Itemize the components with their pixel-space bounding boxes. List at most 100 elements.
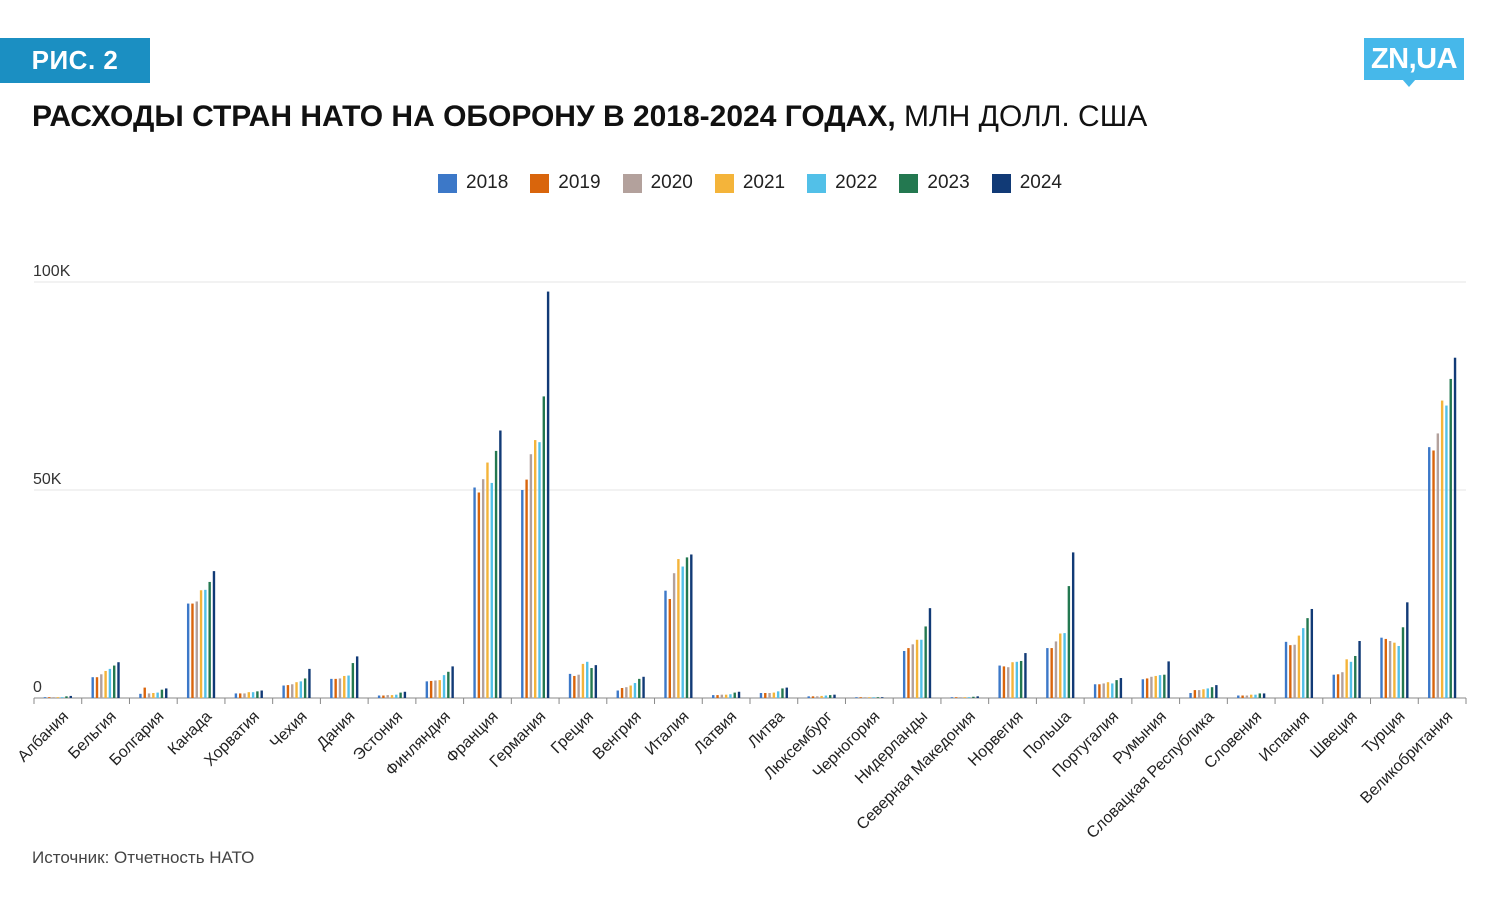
source-note: Источник: Отчетность НАТО [32, 848, 255, 867]
bar-2018 [950, 697, 954, 698]
legend-item-2020[interactable]: 2020 [622, 172, 693, 194]
bar-2023 [1258, 693, 1261, 698]
bar-2019 [525, 479, 528, 698]
legend-label: 2019 [558, 172, 601, 193]
bar-2022 [60, 697, 64, 698]
bar-2021 [629, 685, 632, 698]
bar-2018 [282, 685, 285, 698]
legend-item-2024[interactable]: 2024 [991, 172, 1062, 194]
bar-2019 [716, 695, 719, 698]
bar-2024 [165, 688, 168, 698]
bar-2024 [785, 687, 788, 698]
bar-2018 [712, 695, 715, 698]
bar-2021 [295, 682, 298, 698]
legend-swatch [622, 173, 642, 193]
bar-2024 [1071, 552, 1075, 698]
bar-2020 [100, 674, 103, 698]
bar-2023 [494, 450, 498, 698]
y-tick-label: 50K [33, 471, 62, 488]
bar-2021 [390, 695, 394, 698]
bar-2021 [152, 693, 155, 698]
bar-2023 [160, 689, 164, 698]
bar-2019 [573, 675, 576, 698]
bar-2018 [473, 487, 476, 698]
bar-2020 [1245, 695, 1249, 698]
bar-2022 [967, 697, 971, 698]
bar-2019 [859, 697, 862, 698]
legend-item-2019[interactable]: 2019 [530, 172, 601, 194]
bar-2020 [195, 601, 198, 698]
bar-2019 [48, 697, 51, 698]
x-tick-label: Дания [314, 708, 359, 753]
legend: 2018 2019 2020 2021 2022 2023 2024 [0, 172, 1500, 194]
bar-2018 [759, 693, 763, 698]
bar-2024 [976, 696, 979, 698]
legend-label: 2022 [835, 172, 878, 193]
bar-2024 [212, 571, 216, 698]
bar-2019 [1145, 678, 1149, 698]
bar-2024 [1024, 653, 1027, 698]
zn-ua-logo[interactable]: ZN,UA [1364, 38, 1464, 87]
bar-2021 [1250, 694, 1253, 698]
y-tick-label: 100K [33, 263, 71, 280]
bar-2022 [490, 482, 493, 698]
bar-2018 [1141, 679, 1145, 698]
bar-2019 [1050, 648, 1053, 698]
legend-swatch [438, 173, 458, 193]
bar-2019 [1432, 450, 1435, 698]
bar-2019 [1193, 690, 1197, 698]
bar-2022 [1349, 661, 1353, 698]
bar-2018 [234, 693, 238, 698]
bar-2021 [724, 694, 728, 698]
bar-2022 [299, 681, 303, 698]
bar-2020 [1197, 690, 1201, 698]
bar-2019 [1336, 674, 1340, 698]
bar-2021 [820, 695, 823, 698]
bar-2018 [1284, 641, 1288, 698]
bar-2021 [104, 670, 107, 698]
x-tick-label: Греция [548, 708, 597, 757]
bar-2020 [959, 697, 962, 698]
bar-2024 [594, 665, 598, 698]
bar-2018 [330, 678, 333, 698]
bar-2020 [338, 678, 342, 698]
x-tick-label: Швеция [1307, 708, 1360, 761]
legend-swatch [530, 173, 550, 193]
y-tick-label: 0 [33, 679, 42, 696]
bar-2022 [442, 675, 446, 698]
bar-2019 [764, 693, 767, 698]
bar-2023 [256, 691, 259, 698]
bar-2023 [685, 557, 689, 698]
legend-item-2022[interactable]: 2022 [807, 172, 877, 194]
bar-2019 [143, 687, 146, 698]
bar-2021 [486, 462, 489, 698]
bar-2023 [972, 696, 975, 698]
bar-2022 [156, 692, 159, 698]
bar-2020 [243, 693, 246, 698]
bar-2024 [1119, 678, 1123, 698]
bar-2018 [186, 603, 190, 698]
legend-item-2023[interactable]: 2023 [899, 172, 970, 194]
bar-2020 [1388, 641, 1392, 698]
chart-title-bold: РАСХОДЫ СТРАН НАТО НА ОБОРОНУ В 2018-202… [32, 100, 896, 133]
legend-item-2018[interactable]: 2018 [438, 172, 508, 194]
bar-2019 [907, 648, 910, 698]
x-tick-label: Литва [745, 708, 788, 751]
legend-item-2021[interactable]: 2021 [714, 172, 786, 194]
bar-2024 [690, 554, 693, 698]
bar-2024 [642, 676, 645, 698]
bar-2019 [1241, 695, 1244, 698]
legend-label: 2021 [742, 172, 786, 193]
bar-2023 [1115, 680, 1118, 698]
bar-2019 [239, 693, 242, 698]
bar-2020 [1102, 683, 1105, 698]
bar-2018 [1189, 693, 1192, 698]
bar-2018 [377, 695, 381, 698]
bar-2023 [1306, 618, 1309, 698]
bar-2021 [1106, 682, 1110, 698]
bar-2022 [251, 692, 255, 698]
bar-2024 [833, 694, 836, 698]
bar-2020 [1293, 644, 1296, 698]
bar-2019 [429, 680, 433, 698]
